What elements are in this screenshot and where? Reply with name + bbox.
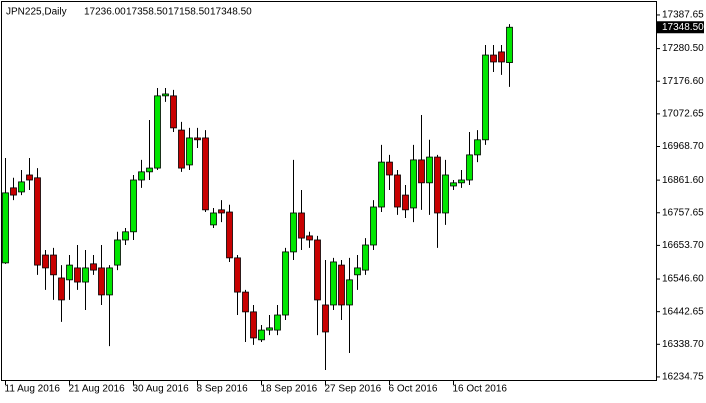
plot-frame bbox=[1, 1, 657, 381]
chart-title: JPN225,Daily bbox=[6, 7, 67, 18]
candle-body bbox=[154, 95, 161, 169]
x-tick-label: 16 Oct 2016 bbox=[453, 384, 508, 395]
candle-body bbox=[26, 174, 33, 181]
candle-body bbox=[354, 267, 361, 276]
candle-body bbox=[130, 179, 137, 233]
candle-body bbox=[50, 254, 57, 276]
candle-body bbox=[506, 26, 513, 63]
x-tick-label: 21 Aug 2016 bbox=[69, 384, 126, 395]
candle-body bbox=[34, 177, 41, 266]
y-tick-label: 16757.65 bbox=[662, 207, 704, 218]
candle-body bbox=[138, 171, 145, 181]
candle-body bbox=[474, 139, 481, 156]
candle-body bbox=[58, 277, 65, 301]
candle-body bbox=[98, 267, 105, 296]
x-tick-label: 8 Sep 2016 bbox=[197, 384, 249, 395]
candle-body bbox=[122, 231, 129, 241]
candle-body bbox=[194, 137, 201, 141]
candle-body bbox=[434, 156, 441, 214]
candle-body bbox=[402, 194, 409, 211]
x-tick-label: 6 Oct 2016 bbox=[389, 384, 438, 395]
candle-body bbox=[226, 211, 233, 259]
candle-body bbox=[410, 159, 417, 209]
candle-body bbox=[266, 327, 273, 331]
candle-body bbox=[282, 251, 289, 316]
candle-body bbox=[498, 51, 505, 63]
x-tick-label: 30 Aug 2016 bbox=[133, 384, 190, 395]
y-tick-label: 17280.50 bbox=[662, 43, 704, 54]
y-tick-label: 16442.65 bbox=[662, 306, 704, 317]
candle-body bbox=[418, 159, 425, 184]
candle-body bbox=[202, 137, 209, 211]
candle-body bbox=[74, 267, 81, 283]
y-tick-label: 16861.60 bbox=[662, 175, 704, 186]
candle-body bbox=[82, 267, 89, 283]
candle-body bbox=[490, 54, 497, 63]
candle-body bbox=[362, 244, 369, 271]
candle-body bbox=[314, 239, 321, 301]
y-tick-label: 17072.65 bbox=[662, 109, 704, 120]
y-tick-label: 16546.60 bbox=[662, 274, 704, 285]
y-tick-label: 16234.75 bbox=[662, 372, 704, 383]
price-tag-label: 17348.50 bbox=[662, 22, 704, 33]
candle-body bbox=[170, 95, 177, 129]
y-tick-label: 17387.65 bbox=[662, 10, 704, 21]
candle-body bbox=[2, 192, 9, 264]
candle-body bbox=[146, 167, 153, 173]
candle-body bbox=[162, 93, 169, 97]
candle-body bbox=[186, 137, 193, 166]
candle-body bbox=[242, 291, 249, 313]
header-value: 17236.00 bbox=[84, 7, 126, 18]
header-value: 17358.50 bbox=[126, 7, 168, 18]
candle-body bbox=[274, 314, 281, 331]
candle-body bbox=[90, 263, 97, 271]
candle-body bbox=[234, 257, 241, 293]
header-value: 17158.50 bbox=[168, 7, 210, 18]
candle-body bbox=[210, 212, 217, 226]
candle-body bbox=[322, 304, 329, 333]
candle-body bbox=[290, 212, 297, 253]
candle-body bbox=[330, 261, 337, 306]
candle-body bbox=[450, 182, 457, 187]
candle-body bbox=[298, 212, 305, 239]
candle-body bbox=[42, 254, 49, 269]
candle-body bbox=[482, 54, 489, 141]
candle-body bbox=[178, 129, 185, 169]
candle-body bbox=[218, 209, 225, 214]
y-tick-label: 16968.70 bbox=[662, 141, 704, 152]
candle-body bbox=[338, 264, 345, 306]
candle-body bbox=[250, 311, 257, 339]
candle-body bbox=[114, 239, 121, 266]
x-tick-label: 11 Aug 2016 bbox=[5, 384, 61, 395]
candle-body bbox=[442, 174, 449, 214]
candle-body bbox=[394, 174, 401, 208]
y-tick-label: 16338.70 bbox=[662, 339, 704, 350]
x-tick-label: 27 Sep 2016 bbox=[325, 384, 382, 395]
price-tag bbox=[656, 21, 704, 34]
candle-body bbox=[426, 156, 433, 184]
candle-body bbox=[306, 235, 313, 241]
candle-body bbox=[18, 181, 25, 193]
x-tick-label: 18 Sep 2016 bbox=[261, 384, 318, 395]
y-tick-label: 16653.70 bbox=[662, 240, 704, 251]
candle-body bbox=[458, 179, 465, 184]
candle-body bbox=[370, 206, 377, 246]
candle-body bbox=[466, 154, 473, 181]
candle-body bbox=[106, 267, 113, 296]
y-tick-label: 17176.60 bbox=[662, 76, 704, 87]
header-value: 17348.50 bbox=[210, 7, 252, 18]
candle-body bbox=[66, 264, 73, 281]
candle-body bbox=[386, 161, 393, 176]
candle-body bbox=[10, 187, 17, 196]
candle-body bbox=[346, 279, 353, 306]
candle-body bbox=[378, 161, 385, 208]
candle-body bbox=[258, 329, 265, 341]
